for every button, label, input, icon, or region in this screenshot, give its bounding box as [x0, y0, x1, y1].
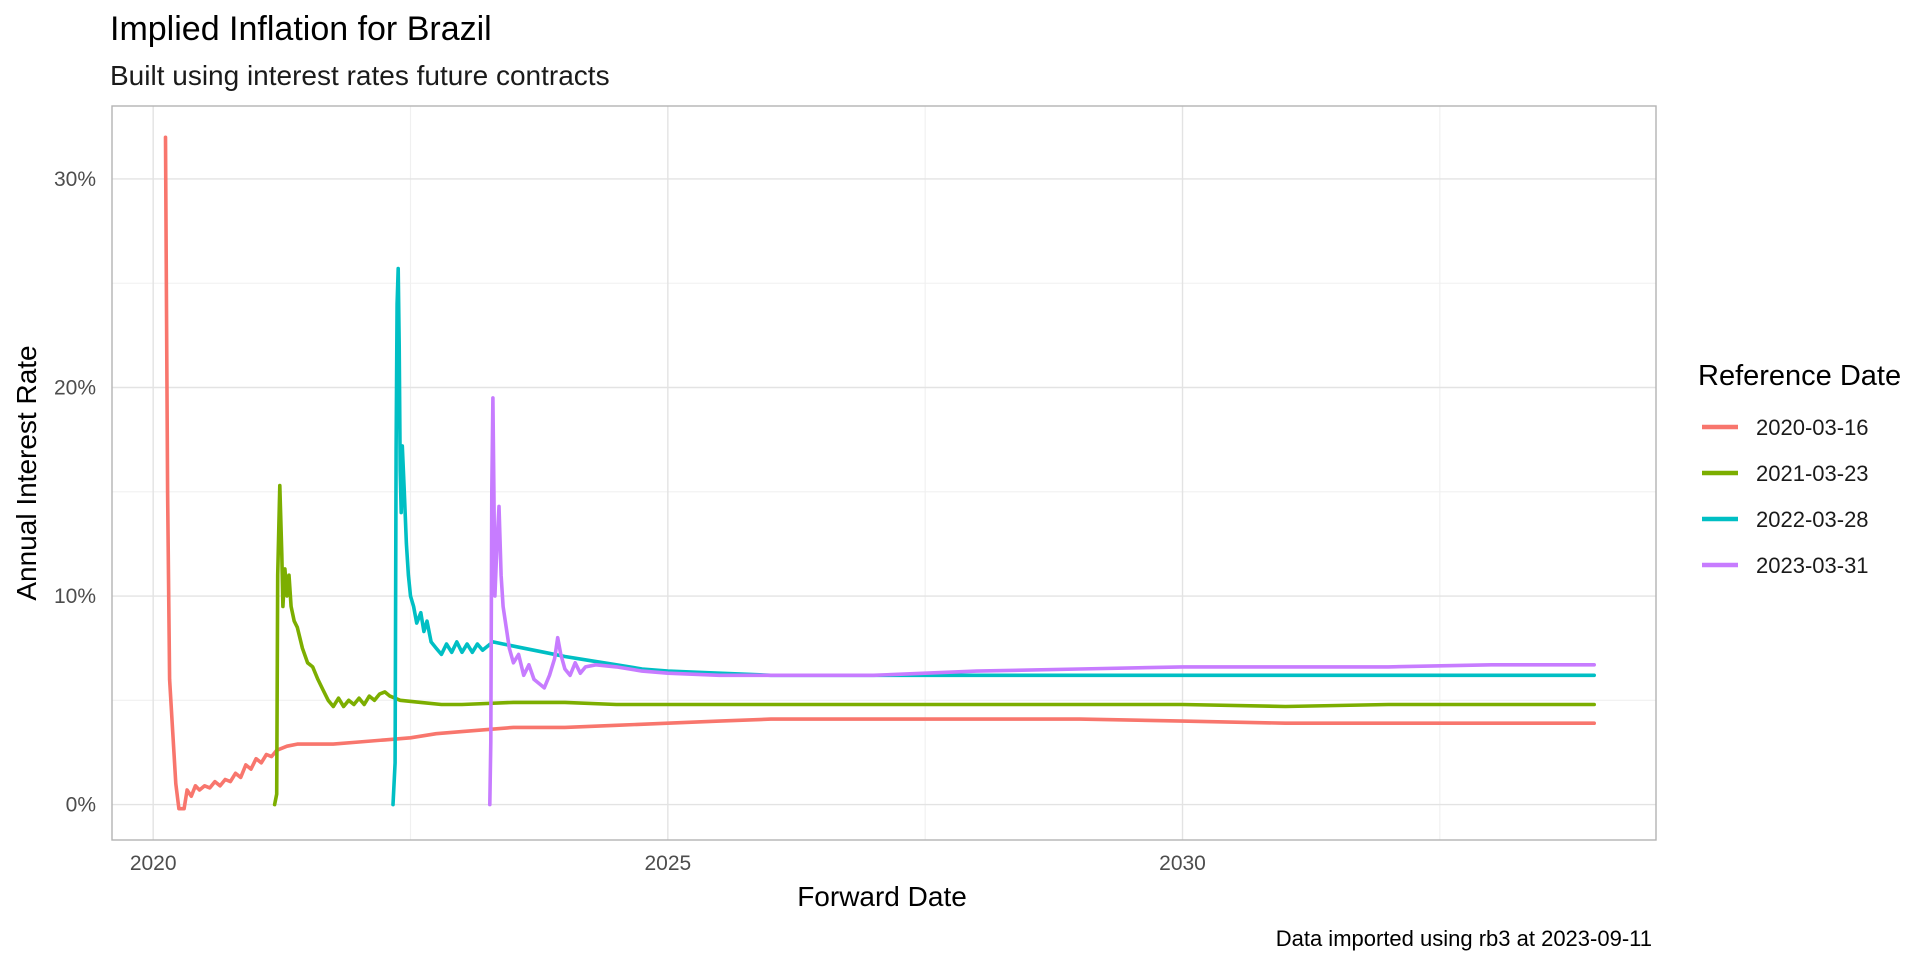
y-axis-title: Annual Interest Rate: [11, 345, 42, 600]
y-tick-label: 30%: [54, 168, 96, 191]
legend-label: 2020-03-16: [1756, 415, 1869, 440]
legend-title: Reference Date: [1698, 360, 1901, 392]
chart-title: Implied Inflation for Brazil: [110, 10, 492, 48]
plot-panel: [111, 105, 1657, 841]
legend-label: 2021-03-23: [1756, 461, 1869, 486]
x-tick-label: 2020: [130, 852, 177, 875]
grid: [112, 106, 1656, 840]
chart-subtitle: Built using interest rates future contra…: [110, 60, 610, 91]
series-layer: [163, 135, 1596, 811]
series-line-2020-03-16: [163, 135, 1596, 811]
legend-label: 2023-03-31: [1756, 553, 1869, 578]
x-axis-ticks: 2020 2025 2030: [130, 852, 1206, 875]
x-tick-label: 2025: [644, 852, 691, 875]
y-tick-label: 10%: [54, 585, 96, 608]
y-tick-label: 20%: [54, 377, 96, 400]
panel-border: [111, 105, 1657, 841]
series-line-2021-03-23: [272, 483, 1596, 807]
series-line-2023-03-31: [488, 396, 1596, 807]
chart-caption: Data imported using rb3 at 2023-09-11: [1276, 926, 1652, 951]
legend-label: 2022-03-28: [1756, 507, 1869, 532]
legend-items: 2020-03-16 2021-03-23 2022-03-28 2023-03-31: [1702, 415, 1869, 578]
legend: Reference Date 2020-03-16 2021-03-23 2022-…: [1698, 360, 1901, 578]
y-tick-label: 0%: [66, 794, 96, 817]
x-tick-label: 2030: [1159, 852, 1206, 875]
x-axis-title: Forward Date: [797, 881, 967, 912]
y-axis-ticks: 0% 10% 20% 30%: [54, 168, 96, 817]
